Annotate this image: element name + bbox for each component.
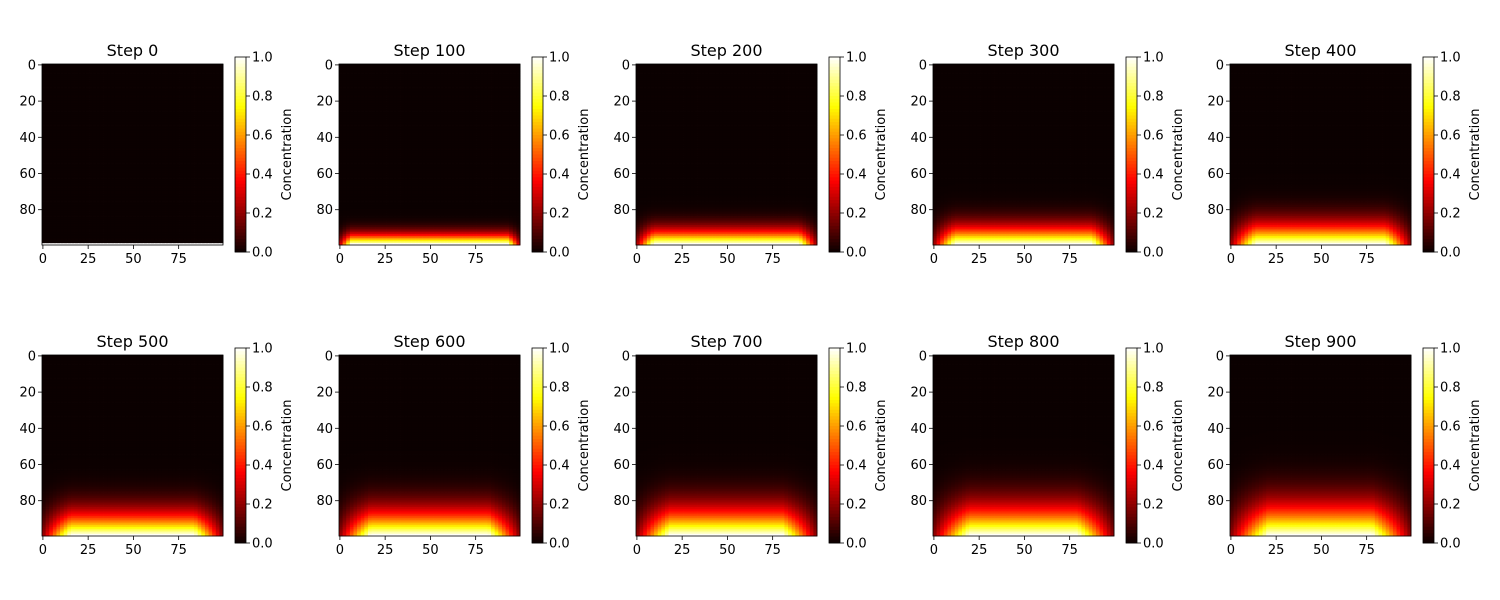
subplot-title: Step 0 [107,41,159,60]
heatmap-image [42,64,223,245]
